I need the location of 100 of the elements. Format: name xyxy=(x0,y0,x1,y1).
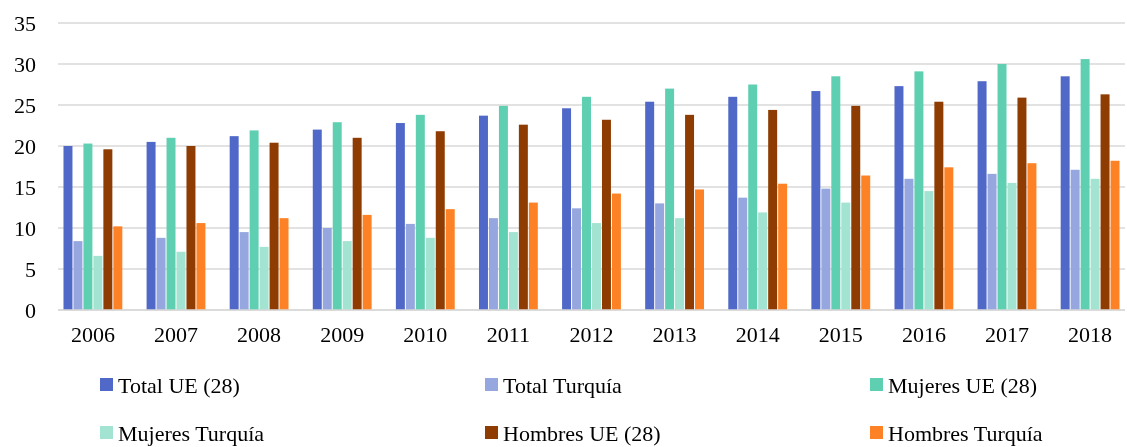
bar xyxy=(675,218,685,310)
bar xyxy=(445,209,455,310)
y-tick-label: 30 xyxy=(14,51,36,77)
bar xyxy=(562,108,572,310)
legend-label: Hombres UE (28) xyxy=(503,420,661,446)
bar xyxy=(113,226,123,310)
bar xyxy=(352,137,362,310)
bar xyxy=(259,246,269,310)
x-tick-label: 2018 xyxy=(1068,322,1113,347)
legend-label: Mujeres UE (28) xyxy=(888,372,1038,398)
legend-label: Total Turquía xyxy=(503,372,623,398)
bar xyxy=(146,141,156,310)
legend-label: Hombres Turquía xyxy=(888,420,1043,446)
x-tick-label: 2009 xyxy=(320,322,365,347)
bar xyxy=(63,146,73,310)
bar xyxy=(758,212,768,310)
bar xyxy=(655,203,665,310)
bar xyxy=(582,96,591,310)
bar xyxy=(1110,160,1120,310)
bar xyxy=(508,232,518,310)
bar xyxy=(478,115,488,310)
bar xyxy=(1080,59,1090,310)
bar xyxy=(342,241,352,310)
bar xyxy=(572,208,582,310)
bar xyxy=(1100,94,1110,310)
bar xyxy=(1007,182,1017,310)
bar xyxy=(851,105,861,310)
bar xyxy=(1070,169,1080,310)
bar xyxy=(1017,97,1027,310)
bar xyxy=(861,175,871,310)
bar xyxy=(821,188,831,310)
bar xyxy=(312,129,322,310)
bar xyxy=(914,71,924,310)
bar xyxy=(778,183,788,310)
bar xyxy=(685,114,695,310)
bar xyxy=(395,123,405,310)
bar xyxy=(415,114,425,310)
bar xyxy=(73,241,83,310)
bar xyxy=(93,255,103,310)
y-tick-label: 35 xyxy=(14,10,36,36)
bar xyxy=(611,193,621,310)
x-tick-label: 2012 xyxy=(569,322,614,347)
bar xyxy=(987,173,997,310)
bar xyxy=(362,214,372,310)
bar xyxy=(1090,178,1100,310)
bar xyxy=(811,91,821,310)
x-tick-label: 2013 xyxy=(652,322,697,347)
bar xyxy=(738,197,748,310)
bar xyxy=(239,232,249,310)
bar xyxy=(645,101,655,310)
bar xyxy=(405,223,415,310)
bar xyxy=(322,228,332,310)
x-tick-label: 2008 xyxy=(237,322,282,347)
bar xyxy=(748,84,758,310)
bar xyxy=(488,218,498,310)
bar xyxy=(498,105,508,310)
bar xyxy=(1060,76,1070,310)
bar xyxy=(156,237,166,310)
y-tick-label: 25 xyxy=(14,92,36,118)
bar xyxy=(279,218,289,310)
bar xyxy=(83,143,93,310)
bar xyxy=(695,189,705,310)
x-tick-label: 2014 xyxy=(735,322,780,347)
bar xyxy=(904,178,914,310)
bar xyxy=(103,149,113,310)
bar xyxy=(332,122,342,310)
bar xyxy=(166,137,176,310)
bar xyxy=(894,86,904,310)
bar xyxy=(518,124,528,310)
bar xyxy=(592,223,601,310)
bar xyxy=(665,88,675,310)
bar xyxy=(841,202,851,310)
bar xyxy=(924,191,934,310)
bar xyxy=(196,223,206,310)
y-tick-label: 15 xyxy=(14,174,36,200)
bar xyxy=(1027,163,1037,310)
legend-label: Mujeres Turquía xyxy=(118,420,265,446)
x-tick-label: 2010 xyxy=(403,322,448,347)
bar xyxy=(728,96,738,310)
x-tick-label: 2011 xyxy=(486,322,530,347)
x-tick-label: 2017 xyxy=(985,322,1029,347)
bar xyxy=(435,131,445,310)
bar xyxy=(768,109,778,310)
legend-label: Total UE (28) xyxy=(118,372,240,398)
bar xyxy=(249,130,259,310)
y-tick-label: 10 xyxy=(14,215,36,241)
bar xyxy=(944,167,954,310)
x-tick-label: 2016 xyxy=(901,322,946,347)
bar xyxy=(831,76,841,310)
x-tick-label: 2006 xyxy=(70,322,115,347)
y-tick-label: 0 xyxy=(25,297,36,323)
y-tick-label: 20 xyxy=(14,133,36,159)
x-tick-label: 2007 xyxy=(154,322,198,347)
bar xyxy=(934,101,944,310)
y-tick-label: 5 xyxy=(25,256,36,282)
bar xyxy=(425,237,435,310)
bar xyxy=(269,142,279,310)
bar xyxy=(977,81,987,310)
bar xyxy=(528,202,538,310)
bar xyxy=(186,146,196,310)
